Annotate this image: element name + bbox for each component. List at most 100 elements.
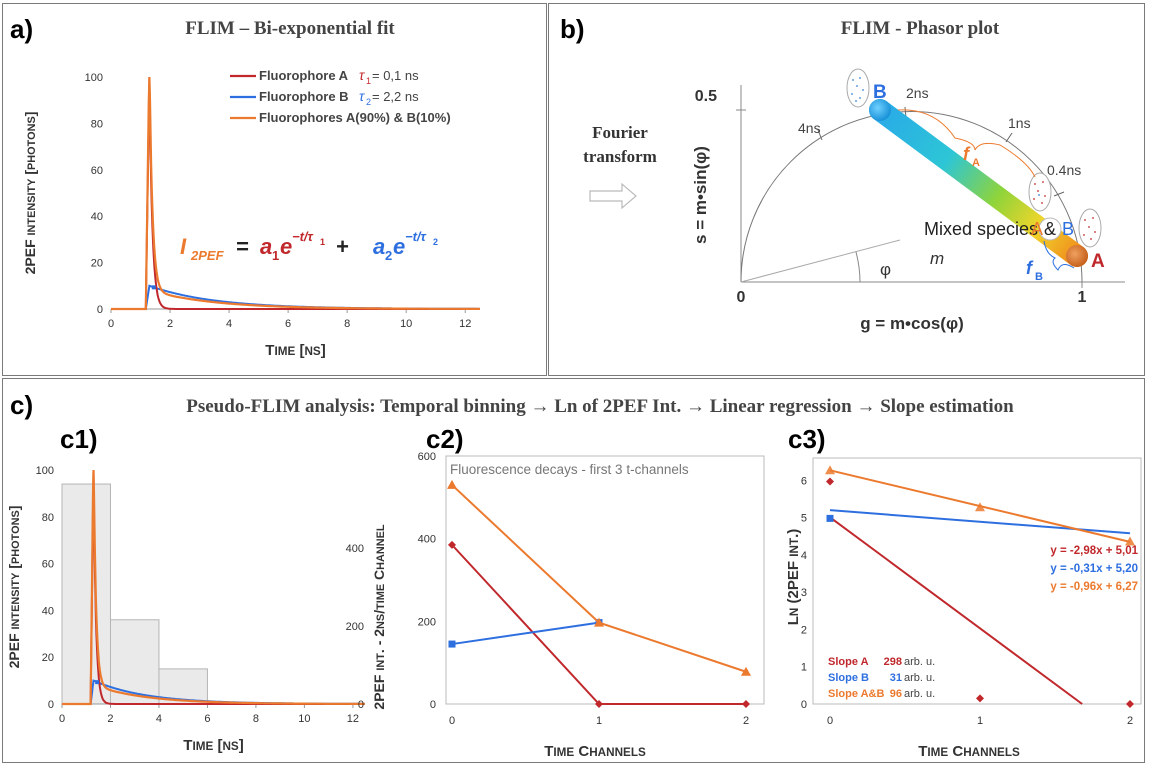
y-tick-label: 4 — [801, 550, 807, 562]
phasor-x-label: g = m•cos(φ) — [860, 314, 964, 333]
data-point-b — [826, 514, 834, 522]
panel-c — [2, 378, 1145, 763]
slope-unit: arb. u. — [904, 688, 935, 700]
y-tick-label: 6 — [801, 475, 807, 487]
data-point-ab — [975, 502, 985, 512]
y-tick-label: 40 — [42, 605, 54, 617]
mixed-species-amp: & — [1044, 219, 1056, 239]
fourier-label-line1: Fourier — [592, 123, 648, 142]
fit-line-b — [829, 509, 1131, 535]
data-point-a — [448, 540, 456, 549]
fb-label-sub: B — [1035, 271, 1043, 283]
y-tick-label: 20 — [42, 652, 54, 664]
x-tick-label: 1 — [977, 715, 983, 727]
series-marker-b — [95, 680, 100, 685]
slope-name: Slope A&B — [828, 688, 884, 700]
molecule-b-icon — [846, 68, 870, 108]
y2-tick-label: 400 — [346, 543, 364, 555]
phasor-x-tick-1: 1 — [1078, 289, 1087, 306]
data-point-ab — [1125, 536, 1135, 546]
lifetime-label-04ns: 0.4ns — [1047, 162, 1081, 178]
chart-c2: 0 200 400 600 0 1 2 Fluorescence decays - first… — [418, 451, 765, 760]
chart-annotation: Fluorescence decays - first 3 t-channels — [450, 462, 689, 477]
fa-label: f — [963, 144, 971, 164]
panel-a-title: FLIM – Bi-exponential fit — [185, 18, 395, 39]
panel-a-label: a) — [10, 14, 33, 44]
x-tick-label: 10 — [298, 713, 310, 725]
y-tick-label: 0 — [801, 699, 807, 711]
equation-e2-exp: −t/τ — [405, 229, 427, 244]
lifetime-label-1ns: 1ns — [1008, 115, 1031, 131]
phasor-plot — [736, 68, 1125, 288]
plot-frame — [812, 457, 1142, 705]
y-tick-label: 60 — [42, 559, 54, 571]
y-tick-label: 200 — [418, 616, 436, 628]
slope-unit: arb. u. — [904, 656, 935, 668]
panel-c1-label: c1) — [60, 424, 98, 454]
x-tick-label: 0 — [827, 715, 833, 727]
y-tick-label: 3 — [801, 587, 807, 599]
slope-value: 298 — [884, 656, 902, 668]
data-point-a — [826, 477, 834, 486]
universal-semicircle — [740, 111, 1083, 283]
x-tick-label: 4 — [226, 318, 232, 330]
legend-label: Fluorophore A — [259, 68, 349, 83]
molecule-mix-icon — [1028, 172, 1052, 212]
fit-equation: y = -0,31x + 5,20 — [1050, 563, 1138, 575]
panel-b-title: FLIM - Phasor plot — [841, 18, 1000, 39]
point-b-label: B — [873, 82, 887, 103]
x-axis-label: TIME CHANNELS — [544, 743, 646, 760]
x-tick-label: 0 — [449, 715, 455, 727]
equation-e1: e — [280, 234, 292, 259]
data-point-a — [742, 700, 750, 708]
equation-e1-exp: −t/τ — [292, 229, 314, 244]
point-a-label: A — [1091, 251, 1105, 272]
y-tick-label: 60 — [91, 165, 103, 177]
y-tick-label: 5 — [801, 513, 807, 525]
slope-unit: arb. u. — [904, 672, 935, 684]
data-point-b — [448, 640, 456, 648]
equation-equals: = — [230, 234, 255, 259]
series-marker-b — [151, 285, 156, 290]
data-point-a — [1126, 700, 1134, 708]
x-tick-label: 6 — [285, 318, 291, 330]
y-tick-label: 80 — [42, 512, 54, 524]
slope-value: 96 — [890, 688, 902, 700]
equation: I 2PEF = a 1 e −t/τ 1 + a 2 e −t/τ 2 — [180, 229, 438, 263]
x-tick-label: 12 — [459, 318, 471, 330]
equation-lhs-sub: 2PEF — [190, 248, 225, 263]
slope-value: 31 — [890, 672, 902, 684]
equation-a2: a — [373, 234, 385, 259]
phasor-y-label: s = m•sin(φ) — [691, 146, 710, 244]
legend-tau: τ — [359, 88, 365, 104]
legend-label: Fluorophores A(90%) & B(10%) — [259, 110, 451, 125]
phasor-y-tick-05: 0.5 — [695, 88, 717, 105]
lifetime-label-4ns: 4ns — [798, 120, 821, 136]
x-tick-label: 2 — [107, 713, 113, 725]
slope-name: Slope A — [828, 656, 869, 668]
phasor-x-tick-0: 0 — [737, 289, 746, 306]
y2-axis-label: 2PEF INT. - 2NS/TIME CHANNEL — [371, 524, 387, 709]
y-tick-label: 0 — [430, 699, 436, 711]
y-tick-label: 100 — [36, 465, 54, 477]
x-axis-label: TIME CHANNELS — [918, 743, 1020, 760]
data-point-a — [976, 694, 984, 703]
equation-e1-exp-sub: 1 — [320, 237, 325, 247]
x-tick-label: 10 — [400, 318, 412, 330]
slope-name: Slope B — [828, 672, 869, 684]
y-tick-label: 600 — [418, 451, 436, 463]
y2-tick-label: 200 — [346, 621, 364, 633]
fa-label-sub: A — [972, 157, 980, 169]
mixed-species-b: B — [1062, 219, 1074, 239]
equation-a1-sub: 1 — [272, 248, 279, 263]
x-axis-label: TIME [NS] — [265, 342, 325, 359]
x-tick-label: 8 — [253, 713, 259, 725]
panel-c-label: c) — [10, 390, 33, 420]
point-a-marker — [1066, 245, 1088, 267]
equation-a1: a — [260, 234, 272, 259]
data-point-ab — [741, 666, 751, 676]
panel-c3-label: c3) — [788, 424, 826, 454]
molecule-a-icon — [1078, 208, 1102, 248]
x-tick-label: 2 — [167, 318, 173, 330]
equation-a2-sub: 2 — [385, 248, 392, 263]
